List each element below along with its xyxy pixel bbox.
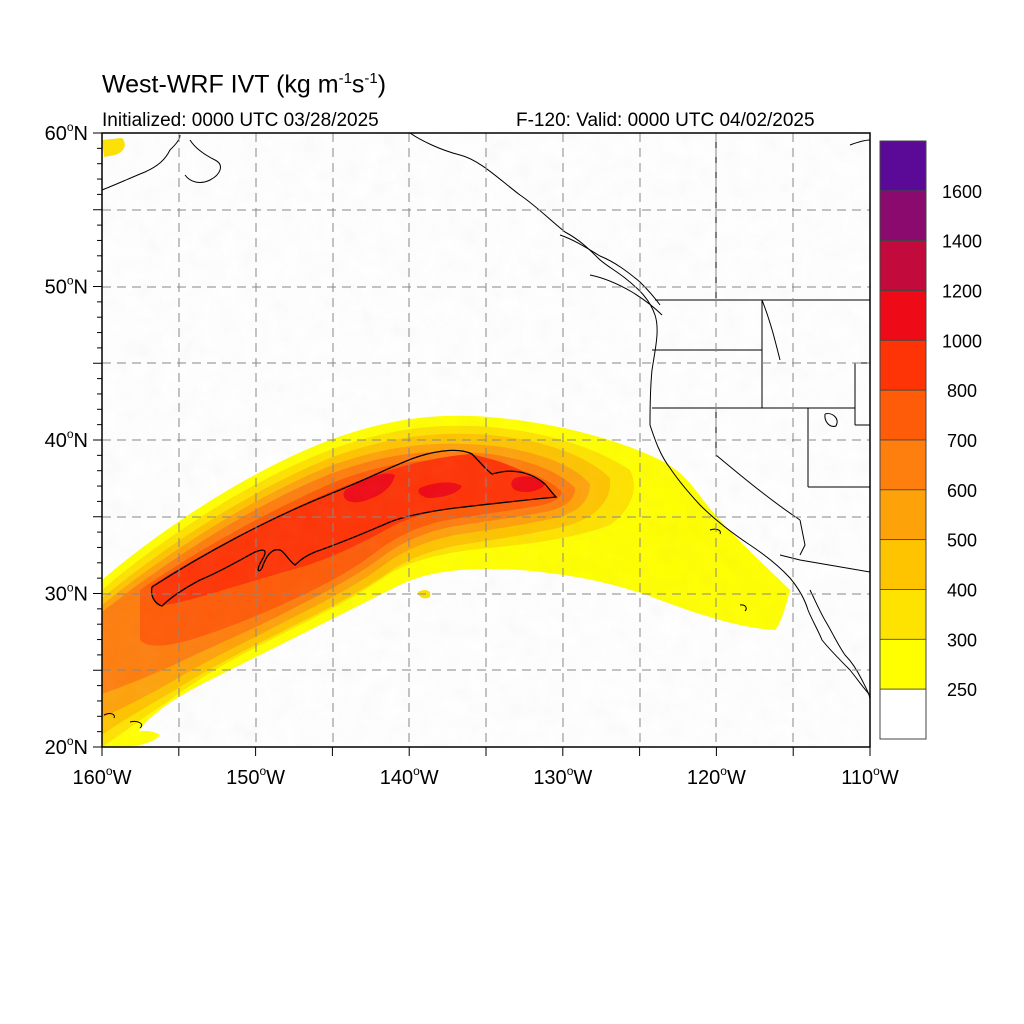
lat-label: 30oN: [45, 581, 88, 606]
legend-label: 600: [947, 481, 977, 501]
legend-label: 1000: [942, 331, 982, 351]
lat-label: 50oN: [45, 274, 88, 299]
legend-swatch: [879, 688, 927, 740]
legend-label: 700: [947, 431, 977, 451]
legend-swatch: [879, 638, 927, 690]
map-title: West-WRF IVT (kg m-1s-1): [102, 70, 387, 99]
legend-label: 400: [947, 581, 977, 601]
legend-swatch: [879, 589, 927, 640]
legend-swatch: [879, 290, 927, 341]
legend-label: 500: [947, 531, 977, 551]
init-time-label: Initialized: 0000 UTC 03/28/2025: [102, 110, 379, 131]
graticule: [102, 133, 870, 747]
legend-frame: [879, 140, 927, 740]
legend-swatch: [879, 339, 927, 391]
coastlines: [102, 133, 870, 729]
legend-swatch: [879, 389, 927, 441]
legend-swatch: [879, 190, 927, 242]
legend-swatch: [879, 140, 927, 192]
lat-label: 60oN: [45, 120, 88, 145]
legend-swatch: [879, 489, 927, 541]
legend-swatch: [879, 439, 927, 491]
lon-label: 110oW: [841, 764, 899, 789]
legend-label: 250: [947, 680, 977, 700]
legend-label: 1400: [942, 232, 982, 252]
legend-label: 1200: [942, 282, 982, 302]
state-borders: [652, 133, 870, 573]
legend-label: 800: [947, 381, 977, 401]
legend-label: 300: [947, 630, 977, 650]
lon-label: 160oW: [73, 764, 132, 789]
lon-label: 130oW: [533, 764, 592, 789]
legend-swatch: [879, 240, 927, 291]
lon-label: 150oW: [226, 764, 285, 789]
lon-label: 120oW: [687, 764, 746, 789]
valid-time-label: F-120: Valid: 0000 UTC 04/02/2025: [516, 110, 815, 131]
lat-label: 20oN: [45, 734, 88, 759]
legend-swatch: [879, 539, 927, 590]
axis-ticks: [93, 132, 871, 756]
lat-axis: 60oN 50oN 40oN 30oN 20oN: [45, 120, 88, 759]
lon-label: 140oW: [380, 764, 439, 789]
lon-axis: 160oW 150oW 140oW 130oW 120oW 110oW: [73, 764, 899, 789]
color-legend: 1600 1400 1200 1000 800 700 600 500 400 300 250: [879, 140, 982, 740]
legend-label: 1600: [942, 182, 982, 202]
lat-label: 40oN: [45, 427, 88, 452]
ivt-contour-800: [150, 449, 558, 607]
